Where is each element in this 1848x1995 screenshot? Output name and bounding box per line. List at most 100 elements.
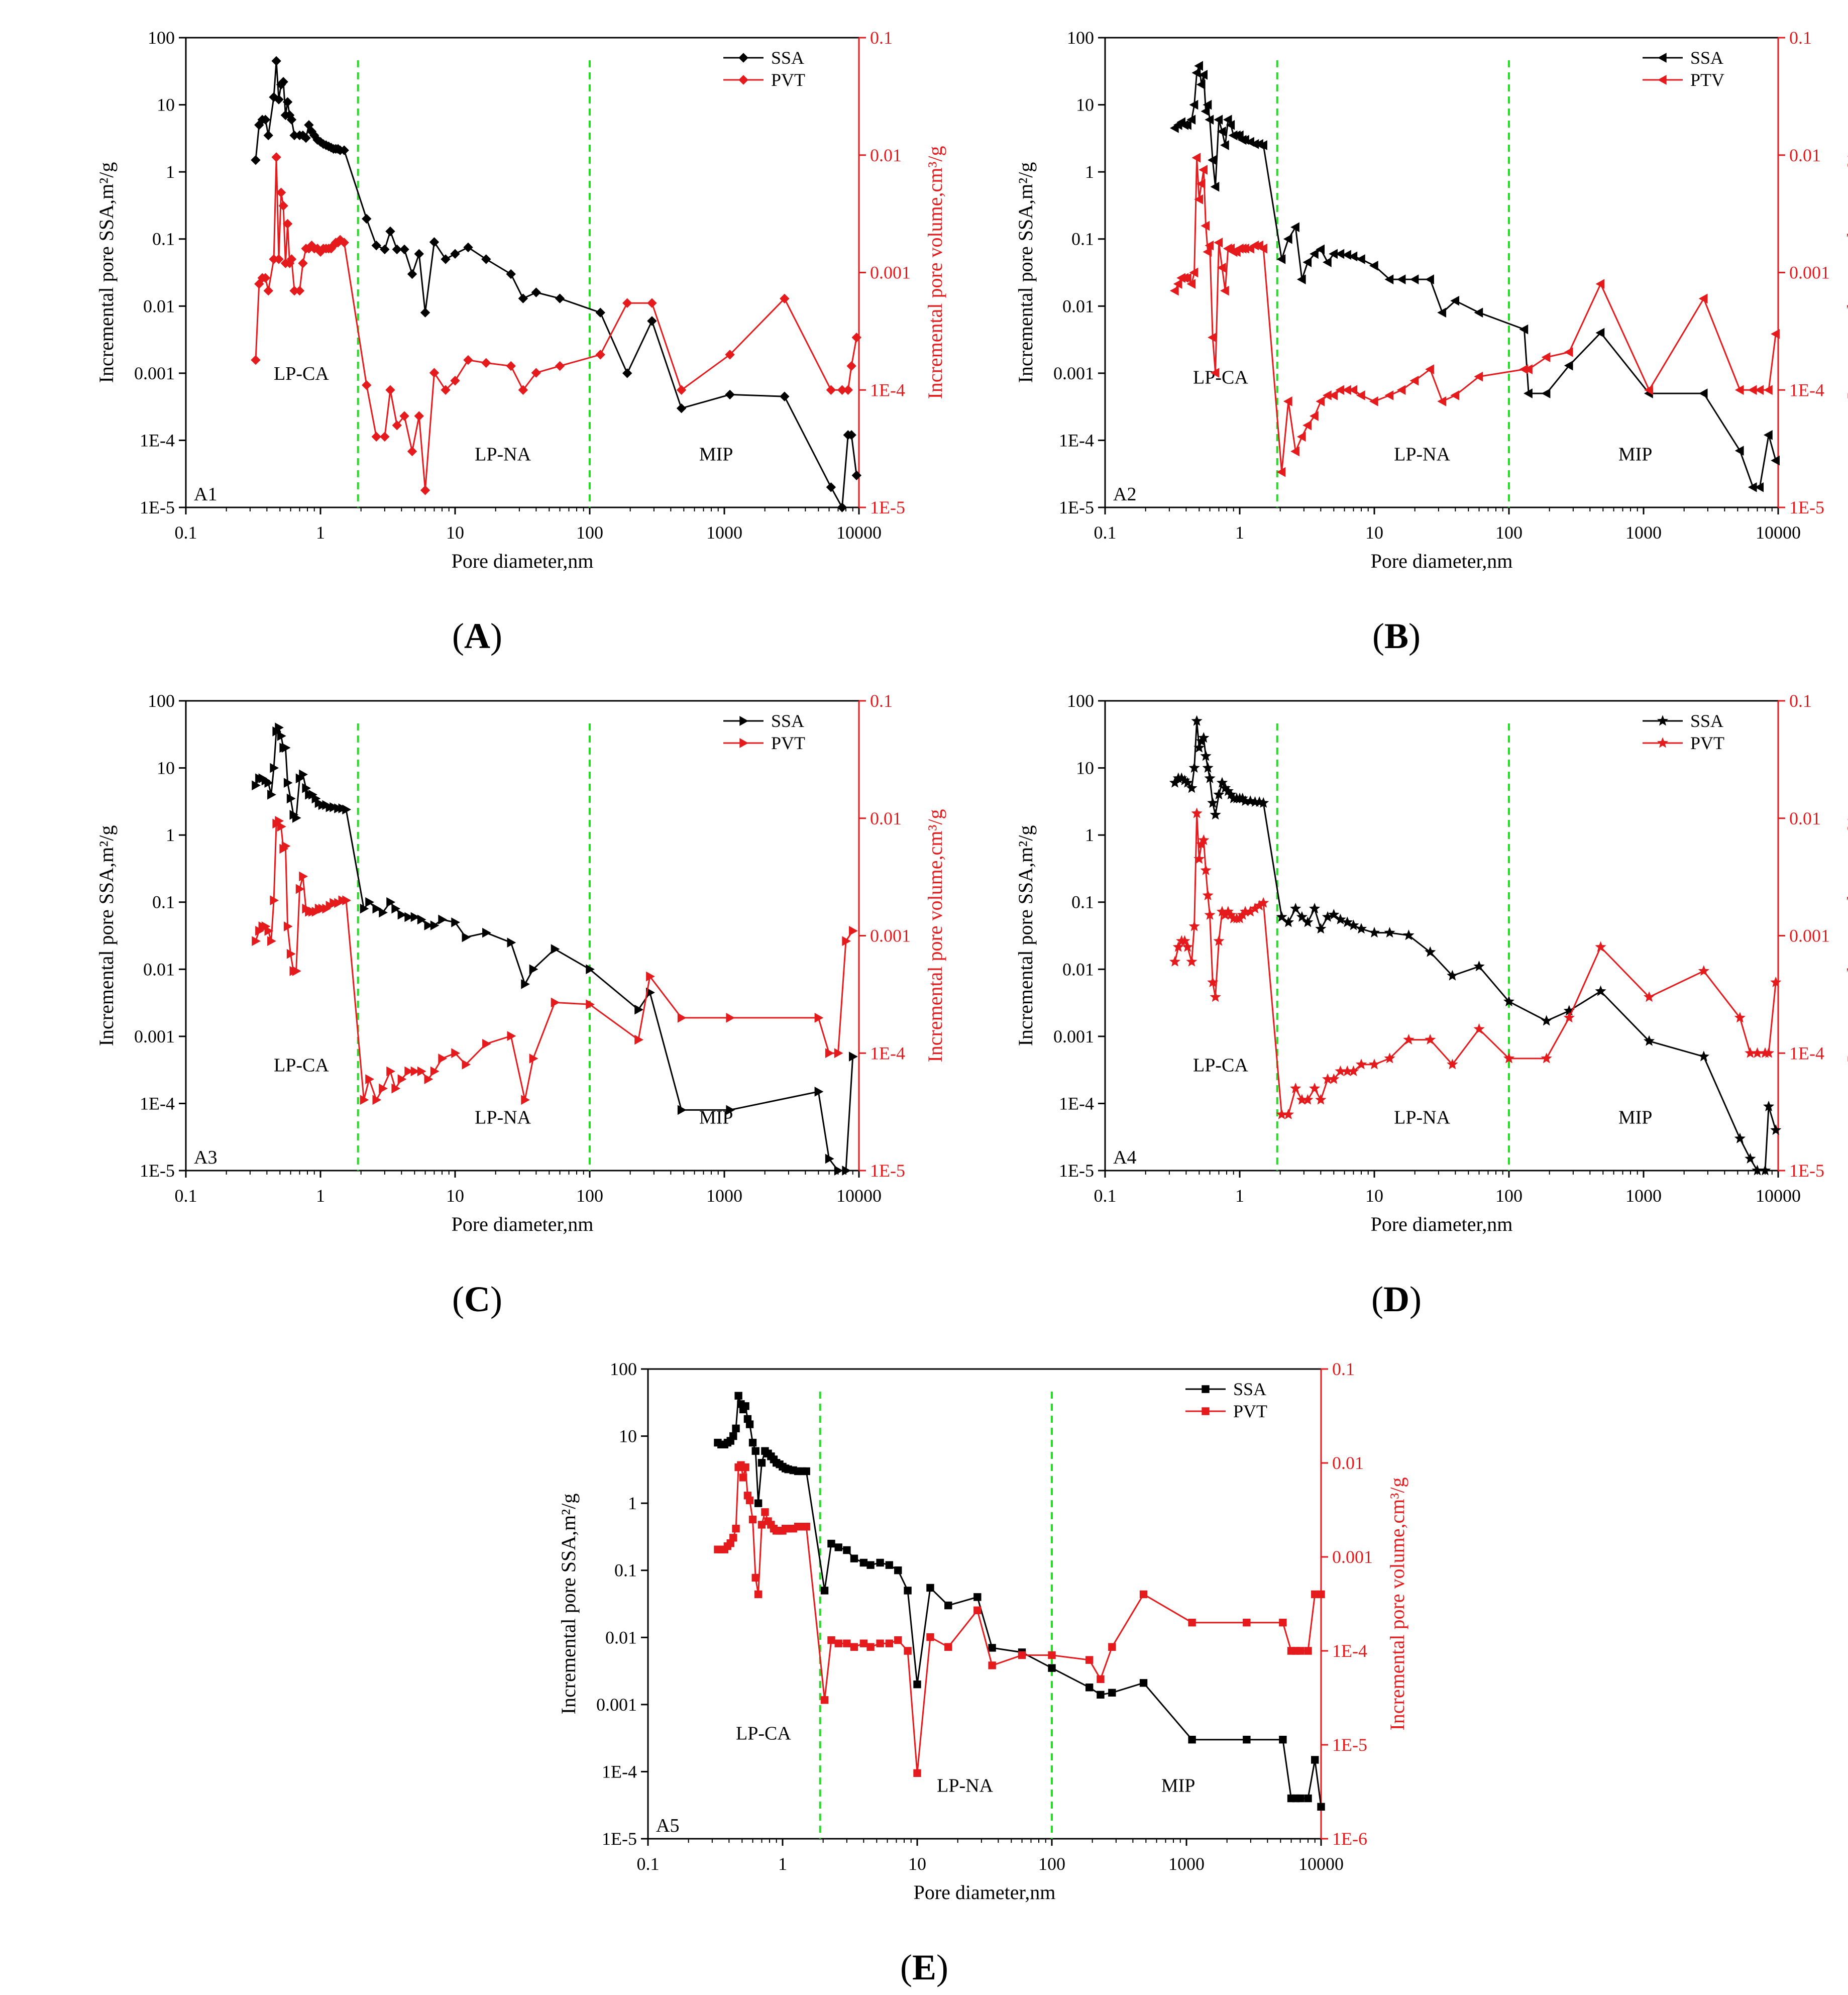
- y2-tick-label: 0.001: [870, 926, 911, 946]
- data-point-ssa: [1196, 79, 1206, 90]
- data-point-ssa: [1595, 985, 1606, 996]
- legend-marker: [1657, 75, 1667, 85]
- data-point-pvt: [1213, 935, 1225, 946]
- panel-label: A4: [1113, 1147, 1136, 1168]
- data-point-ssa: [1328, 909, 1340, 920]
- data-point-ssa: [429, 237, 440, 247]
- data-point-pvt: [1048, 1651, 1056, 1659]
- data-point-pvt: [1328, 1073, 1340, 1084]
- data-point-ssa: [1186, 782, 1198, 793]
- data-point-pvt: [866, 1643, 875, 1651]
- x-tick-label: 1000: [1168, 1854, 1205, 1874]
- data-point-ssa: [595, 307, 605, 318]
- data-point-ptv: [1316, 396, 1325, 406]
- data-point-pvt: [1643, 991, 1655, 1002]
- data-point-ssa: [843, 1546, 851, 1554]
- data-point-ssa: [741, 1402, 749, 1410]
- data-point-pvt: [1279, 1619, 1287, 1627]
- data-point-pvt: [850, 1643, 858, 1651]
- chart-A1: 0.1 1 10 100 1000 10000 Pore diameter,nm 1E-5 1E…: [95, 28, 946, 572]
- x-tick-label: 100: [576, 1186, 603, 1206]
- data-point-ssa: [263, 130, 273, 141]
- legend-marker: [739, 738, 749, 748]
- data-point-ssa: [745, 1420, 754, 1428]
- x-tick-label: 10: [1365, 522, 1383, 543]
- data-point-ssa: [407, 269, 417, 279]
- data-point-ssa: [1369, 261, 1378, 271]
- data-point-ssa: [1342, 250, 1351, 260]
- y-tick-label: 100: [1067, 28, 1094, 48]
- data-point-ssa: [267, 789, 276, 800]
- data-point-pvt: [342, 895, 352, 905]
- data-point-ssa: [1524, 388, 1533, 398]
- data-point-ssa: [826, 482, 836, 492]
- data-point-pvt: [1108, 1643, 1116, 1651]
- data-point-pvt: [751, 1573, 759, 1582]
- data-point-pvt: [441, 385, 451, 395]
- data-point-ssa: [825, 1153, 834, 1164]
- legend-label: PVT: [771, 70, 805, 90]
- data-point-pvt: [904, 1647, 912, 1655]
- data-point-pvt: [944, 1643, 952, 1651]
- data-point-pvt: [551, 997, 560, 1008]
- region-label: LP-CA: [274, 363, 329, 384]
- data-point-pvt: [518, 385, 528, 395]
- data-point-ssa: [1139, 1679, 1148, 1687]
- data-point-pvt: [362, 380, 372, 390]
- x-tick-label: 10: [446, 522, 464, 543]
- data-point-pvt: [462, 1060, 471, 1070]
- region-label: MIP: [699, 444, 733, 465]
- data-point-ptv: [1425, 364, 1434, 374]
- data-point-ssa: [274, 94, 284, 104]
- panel-caption-e: (E): [900, 1947, 948, 1987]
- data-point-pvt: [264, 925, 274, 936]
- data-point-ssa: [866, 1561, 875, 1569]
- data-point-ssa: [1425, 946, 1436, 957]
- panel-label: A1: [194, 484, 217, 505]
- x-tick-label: 10: [908, 1854, 926, 1874]
- data-point-ssa: [397, 909, 407, 920]
- y2-tick-label: 0.001: [1789, 926, 1830, 946]
- data-point-ssa: [362, 214, 372, 224]
- x-tick-label: 0.1: [1094, 1186, 1117, 1206]
- region-label: LP-CA: [274, 1055, 329, 1076]
- data-point-pvt: [729, 1534, 737, 1542]
- y-tick-label: 0.01: [143, 296, 175, 316]
- data-point-ssa: [1188, 762, 1200, 773]
- data-point-ssa: [1595, 328, 1605, 338]
- data-point-ssa: [780, 391, 790, 401]
- data-point-pvt: [802, 1523, 810, 1531]
- y-tick-label: 1E-4: [140, 430, 175, 450]
- data-point-pvt: [1243, 1619, 1251, 1627]
- data-point-ptv: [1524, 364, 1533, 374]
- legend-label: SSA: [1233, 1379, 1266, 1399]
- data-point-pvt: [1182, 941, 1193, 952]
- y-tick-label: 1: [166, 162, 175, 182]
- y2-tick-label: 0.01: [1332, 1453, 1364, 1473]
- x-tick-label: 1000: [706, 1186, 742, 1206]
- x-tick-label: 100: [1038, 1854, 1065, 1874]
- y2-tick-label: 0.001: [1789, 263, 1830, 283]
- data-point-ssa: [521, 979, 530, 989]
- data-point-pvt: [391, 1083, 401, 1094]
- data-point-pvt: [339, 238, 349, 248]
- x-tick-label: 1: [1235, 522, 1244, 543]
- data-point-pvt: [371, 432, 381, 442]
- data-point-pvt: [1257, 897, 1269, 908]
- data-point-ssa: [926, 1584, 934, 1592]
- data-point-ssa: [551, 944, 560, 954]
- y-tick-label: 1E-5: [602, 1829, 637, 1849]
- data-point-ssa: [451, 917, 461, 927]
- data-point-ptv: [1214, 237, 1223, 248]
- data-point-ssa: [507, 937, 516, 948]
- data-point-pvt: [748, 1515, 757, 1524]
- panel-caption-d: (D): [1371, 1279, 1422, 1319]
- y2-tick-label: 0.01: [870, 808, 902, 828]
- x-tick-label: 1000: [1625, 1186, 1662, 1206]
- data-point-pvt: [399, 411, 409, 421]
- data-point-ssa: [330, 802, 339, 812]
- x-tick-label: 10: [1365, 1186, 1383, 1206]
- data-point-ssa: [286, 793, 296, 804]
- data-point-ssa: [1182, 120, 1191, 130]
- data-point-pvt: [595, 350, 605, 360]
